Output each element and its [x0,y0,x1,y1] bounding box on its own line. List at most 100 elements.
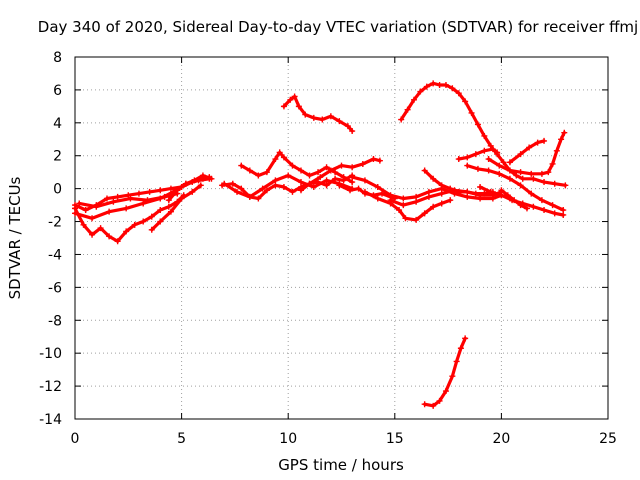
data-point [562,182,569,189]
data-point [523,205,530,212]
data-point [272,177,279,184]
data-point [485,156,492,163]
data-point [421,167,428,174]
data-point [310,183,317,190]
data-point [114,238,121,245]
y-tick-label: -6 [48,280,62,296]
data-point [413,198,420,205]
data-point [410,96,417,103]
data-point [291,93,298,100]
data-point [400,195,407,202]
data-point [234,188,241,195]
data-point [174,187,181,194]
data-point [487,142,494,149]
data-point [438,182,445,189]
data-point [517,182,524,189]
data-point [526,144,533,151]
data-point [327,113,334,120]
data-point [349,128,356,135]
data-point [361,177,368,184]
data-point [89,231,96,238]
data-point [114,193,121,200]
data-point [474,121,481,128]
data-point [513,172,520,179]
data-point [506,175,513,182]
data-point [487,188,494,195]
data-point [82,207,89,214]
data-point [123,205,130,212]
data-point [167,185,174,192]
data-point [182,180,189,187]
data-point [404,106,411,113]
tick-layer: 0 5 10 15 20 25 -14 -12 -10 -8 -6 -4 -2 0 2 4 6 8 [39,50,617,447]
data-point [323,164,330,171]
data-point [481,147,488,154]
data-point [528,170,535,177]
data-point [157,187,164,194]
data-point [157,218,164,225]
data-point [140,200,147,207]
data-point [167,208,174,215]
data-point [165,197,172,204]
data-point [376,157,383,164]
data-point [553,147,560,154]
data-point [464,154,471,161]
data-point [323,177,330,184]
data-point [255,172,262,179]
data-point [135,190,142,197]
data-point [425,193,432,200]
data-point [374,195,381,202]
data-point [332,175,339,182]
data-point [477,183,484,190]
data-point [347,187,354,194]
data-point [462,335,469,342]
data-point [125,192,132,199]
data-point [538,170,545,177]
data-point [302,111,309,118]
sdtvar-trace-5 [150,183,203,232]
data-point [272,156,279,163]
data-point [517,202,524,209]
y-tick-label: -4 [48,247,62,263]
data-point [504,192,511,199]
data-point [140,218,147,225]
x-tick-label: 15 [386,431,404,447]
data-point [498,187,505,194]
data-point [110,198,117,205]
data-point [400,202,407,209]
data-point [297,187,304,194]
y-tick-label: -12 [39,379,62,395]
chart-title: Day 340 of 2020, Sidereal Day-to-day VTE… [38,18,638,36]
data-point [506,167,513,174]
data-point [511,197,518,204]
data-point [455,90,462,97]
data-point [355,185,362,192]
data-point [396,207,403,214]
data-point [370,156,377,163]
data-point [506,159,513,166]
data-point [280,103,287,110]
data-point [447,197,454,204]
data-point [436,397,443,404]
data-point [289,188,296,195]
data-point [421,210,428,217]
x-tick-label: 25 [599,431,617,447]
data-point [72,202,78,209]
y-tick-label: -14 [39,412,62,428]
data-point [359,160,366,167]
data-point [551,180,558,187]
data-point [146,188,153,195]
data-point [430,80,437,87]
x-tick-label: 0 [71,431,80,447]
data-point [517,169,524,176]
sdtvar-trace-10 [282,94,354,133]
data-point [449,85,456,92]
data-point [93,203,100,210]
data-point [338,162,345,169]
data-point [517,151,524,158]
data-point [538,197,545,204]
data-point [280,183,287,190]
data-point [545,169,552,176]
data-point [485,167,492,174]
data-point [481,190,488,197]
